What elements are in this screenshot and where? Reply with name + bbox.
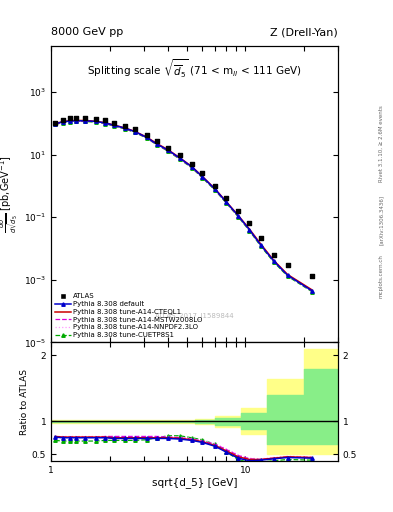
ATLAS xyxy=(82,114,88,122)
ATLAS xyxy=(122,122,128,130)
Text: [arXiv:1306.3436]: [arXiv:1306.3436] xyxy=(379,195,384,245)
Text: Z (Drell-Yan): Z (Drell-Yan) xyxy=(270,27,338,37)
Text: Splitting scale $\sqrt{\overline{d}_5}$ (71 < m$_{ll}$ < 111 GeV): Splitting scale $\sqrt{\overline{d}_5}$ … xyxy=(87,58,302,80)
Y-axis label: Ratio to ATLAS: Ratio to ATLAS xyxy=(20,369,29,435)
Legend: ATLAS, Pythia 8.308 default, Pythia 8.308 tune-A14-CTEQL1, Pythia 8.308 tune-A14: ATLAS, Pythia 8.308 default, Pythia 8.30… xyxy=(55,293,204,339)
ATLAS xyxy=(93,115,99,123)
ATLAS xyxy=(235,207,241,215)
X-axis label: sqrt{d_5} [GeV]: sqrt{d_5} [GeV] xyxy=(152,477,237,488)
ATLAS xyxy=(110,118,117,126)
ATLAS xyxy=(177,152,183,160)
ATLAS xyxy=(102,116,108,124)
ATLAS xyxy=(199,169,206,177)
ATLAS xyxy=(246,219,253,227)
ATLAS xyxy=(270,251,277,260)
Text: 8000 GeV pp: 8000 GeV pp xyxy=(51,27,123,37)
ATLAS xyxy=(212,182,219,190)
Y-axis label: $\frac{d\sigma}{d\sqrt{d_5}}$ [pb,GeV$^{-1}$]: $\frac{d\sigma}{d\sqrt{d_5}}$ [pb,GeV$^{… xyxy=(0,155,21,233)
ATLAS xyxy=(309,272,315,281)
ATLAS xyxy=(223,194,230,202)
ATLAS xyxy=(143,131,150,139)
ATLAS xyxy=(67,114,73,122)
ATLAS xyxy=(132,125,138,133)
ATLAS xyxy=(189,160,195,168)
ATLAS xyxy=(154,137,160,145)
Text: mcplots.cern.ch: mcplots.cern.ch xyxy=(379,254,384,298)
Text: ATLAS_2017_I1589844: ATLAS_2017_I1589844 xyxy=(155,312,234,318)
ATLAS xyxy=(285,261,291,269)
ATLAS xyxy=(257,234,264,242)
ATLAS xyxy=(52,119,58,127)
ATLAS xyxy=(165,143,171,152)
Text: Rivet 3.1.10, ≥ 2.6M events: Rivet 3.1.10, ≥ 2.6M events xyxy=(379,105,384,182)
ATLAS xyxy=(60,116,66,124)
ATLAS xyxy=(73,114,79,122)
